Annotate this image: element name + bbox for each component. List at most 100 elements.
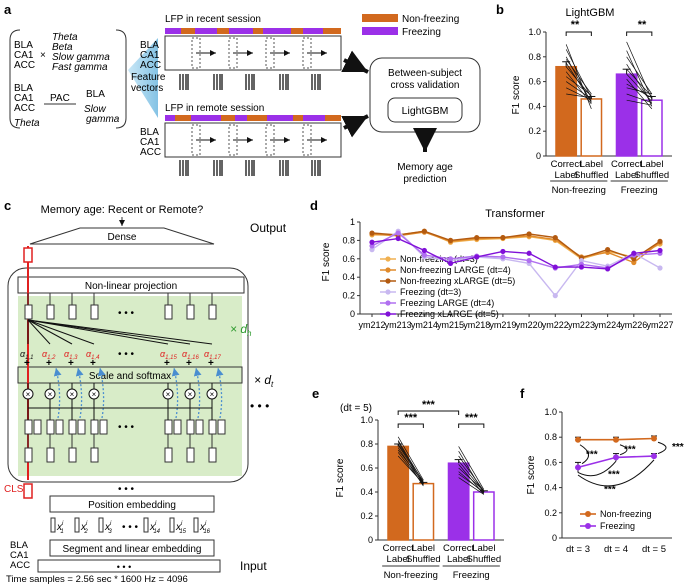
e-paired-line-1-7 (458, 473, 485, 493)
d-ylabel: F1 score (321, 242, 332, 281)
b-xlabel-2-1: Label (615, 170, 638, 181)
c-input-token-1 (46, 447, 55, 463)
f-xtick-label-1: dt = 4 (604, 544, 628, 555)
c-dots-right: • • • (250, 399, 269, 413)
c-alpha-plus-6: + (208, 358, 214, 369)
f-chart: 0 0.2 0.4 0.6 0.8 1.0 dt = 3 dt = 4 dt = 5 Non-fr… (544, 407, 683, 555)
c-query-token-2 (68, 304, 77, 320)
f-point-1-0 (575, 464, 581, 471)
panel-label-f: f (520, 386, 525, 401)
c-x-token-5: xi 16 (199, 521, 211, 535)
c-mult-sym-1: × (48, 390, 53, 399)
c-top-label: Memory age: Recent or Remote? (41, 204, 204, 216)
d-ytick-label-0: 0 (350, 309, 355, 319)
f-xtick-label-0: dt = 3 (566, 544, 590, 555)
a-top-region-1: CA1 (14, 50, 34, 61)
c-position-box (49, 495, 215, 513)
f-ytick-label-2: 0.4 (544, 483, 557, 493)
b-paired-line-1-2 (626, 56, 653, 95)
c-nonlinear-label: Non-linear projection (85, 281, 177, 292)
e-sig-bracket-2 (397, 410, 460, 415)
b-xlabel-3-1: Shuffled (634, 170, 669, 181)
b-ytick-label-5: 1.0 (528, 27, 541, 37)
f-sig-arc-3 (577, 460, 617, 477)
e-paired-line-1-2 (458, 455, 485, 492)
a-band-3: Fast gamma (52, 62, 108, 73)
c-dense-label: Dense (108, 232, 137, 243)
c-alpha-plus-2: + (68, 358, 74, 369)
a-projection-cone (128, 38, 158, 118)
b-title: LightGBM (566, 7, 615, 19)
c-dots-x: • • • (122, 522, 139, 533)
d-xtick-label-10: ym226 (620, 320, 647, 330)
e-ytick-label-3: 0.6 (360, 463, 373, 473)
c-x-token-bar-1 (74, 517, 80, 533)
d-series-line-5 (371, 237, 661, 270)
d-xtick-label-3: ym215 (437, 320, 464, 330)
f-sig-1: *** (624, 444, 636, 455)
e-ytick-label-0: 0 (368, 535, 373, 545)
e-sig-0: *** (404, 412, 418, 424)
a-legend-swatch-freezing (362, 27, 398, 35)
c-mult-sym-3: × (92, 390, 97, 399)
c-query-token-3 (90, 304, 99, 320)
c-attn-arrow-4 (171, 367, 180, 419)
d-series-line-2 (371, 230, 661, 260)
c-input-region-2: ACC (10, 560, 30, 571)
c-attn-arrow-3 (97, 367, 106, 419)
panel-label-e: e (312, 386, 319, 401)
b-sig-bracket-0 (565, 31, 592, 36)
d-legend-label-3: Freezing (dt=3) (400, 287, 461, 297)
b-paired-line-0-10 (566, 93, 592, 99)
a-top-region-2: ACC (14, 60, 35, 71)
b-ytick-label-1: 0.2 (528, 126, 541, 136)
a-recent-region-1: CA1 (140, 50, 160, 61)
d-legend-marker-5 (385, 311, 391, 317)
a-remote-state-seg-6 (267, 115, 293, 121)
c-input-region-0: BLA (10, 540, 29, 551)
f-ytick-label-3: 0.6 (544, 457, 557, 467)
f-ylabel: F1 score (526, 455, 537, 494)
c-query-token-4 (164, 304, 173, 320)
d-point-2-3 (447, 237, 454, 243)
d-point-1-10 (631, 259, 637, 266)
c-alpha-plus-1: + (46, 358, 52, 369)
d-legend-marker-0 (385, 256, 391, 262)
b-group-label-1: Freezing (621, 185, 658, 196)
a-recent-state-seg-5 (253, 28, 263, 34)
b-sig-1: ** (638, 19, 647, 31)
e-chart: 00.20.40.60.81.0 *** ******CorrectLabelLab… (360, 399, 504, 581)
c-mult-sym-5: × (188, 390, 193, 399)
a-recent-window-3 (302, 37, 312, 69)
f-point-0-1 (613, 436, 619, 443)
b-chart: 00.20.40.60.81.0CorrectLabelLabelShuffle… (528, 27, 672, 196)
b-paired-line-0-7 (565, 76, 592, 96)
d-xtick-label-7: ym222 (542, 320, 569, 330)
a-remote-window-1 (228, 124, 238, 156)
c-value-token-0 (33, 419, 42, 435)
c-dh-label: × dh (230, 322, 252, 338)
d-xtick-label-2: ym214 (411, 320, 438, 330)
a-legend: Non-freezing Freezing (362, 14, 459, 38)
b-paired-line-1-5 (626, 73, 653, 102)
d-legend-label-2: Non-freezing xLARGE (dt=5) (400, 276, 515, 286)
a-gamma-label: gamma (86, 114, 120, 125)
a-recent-title: LFP in recent session (165, 14, 261, 25)
a-recent-state-seg-6 (263, 28, 291, 34)
d-point-2-7 (552, 235, 558, 241)
c-query-token-1 (46, 304, 55, 320)
c-mult-sym-4: × (166, 390, 171, 399)
a-recent-state-seg-0 (165, 28, 181, 34)
c-dots-mid: • • • (118, 308, 135, 319)
b-ytick-label-4: 0.8 (528, 52, 541, 62)
c-scale-softmax-label: Scale and softmax (89, 371, 171, 382)
e-bar-0 (387, 445, 410, 541)
d-xtick-label-6: ym220 (516, 320, 543, 330)
d-title: Transformer (485, 208, 545, 220)
d-point-2-9 (605, 247, 611, 253)
b-paired-line-1-6 (626, 78, 653, 110)
d-point-5-8 (578, 264, 585, 270)
f-sig-arc-2 (657, 441, 667, 455)
